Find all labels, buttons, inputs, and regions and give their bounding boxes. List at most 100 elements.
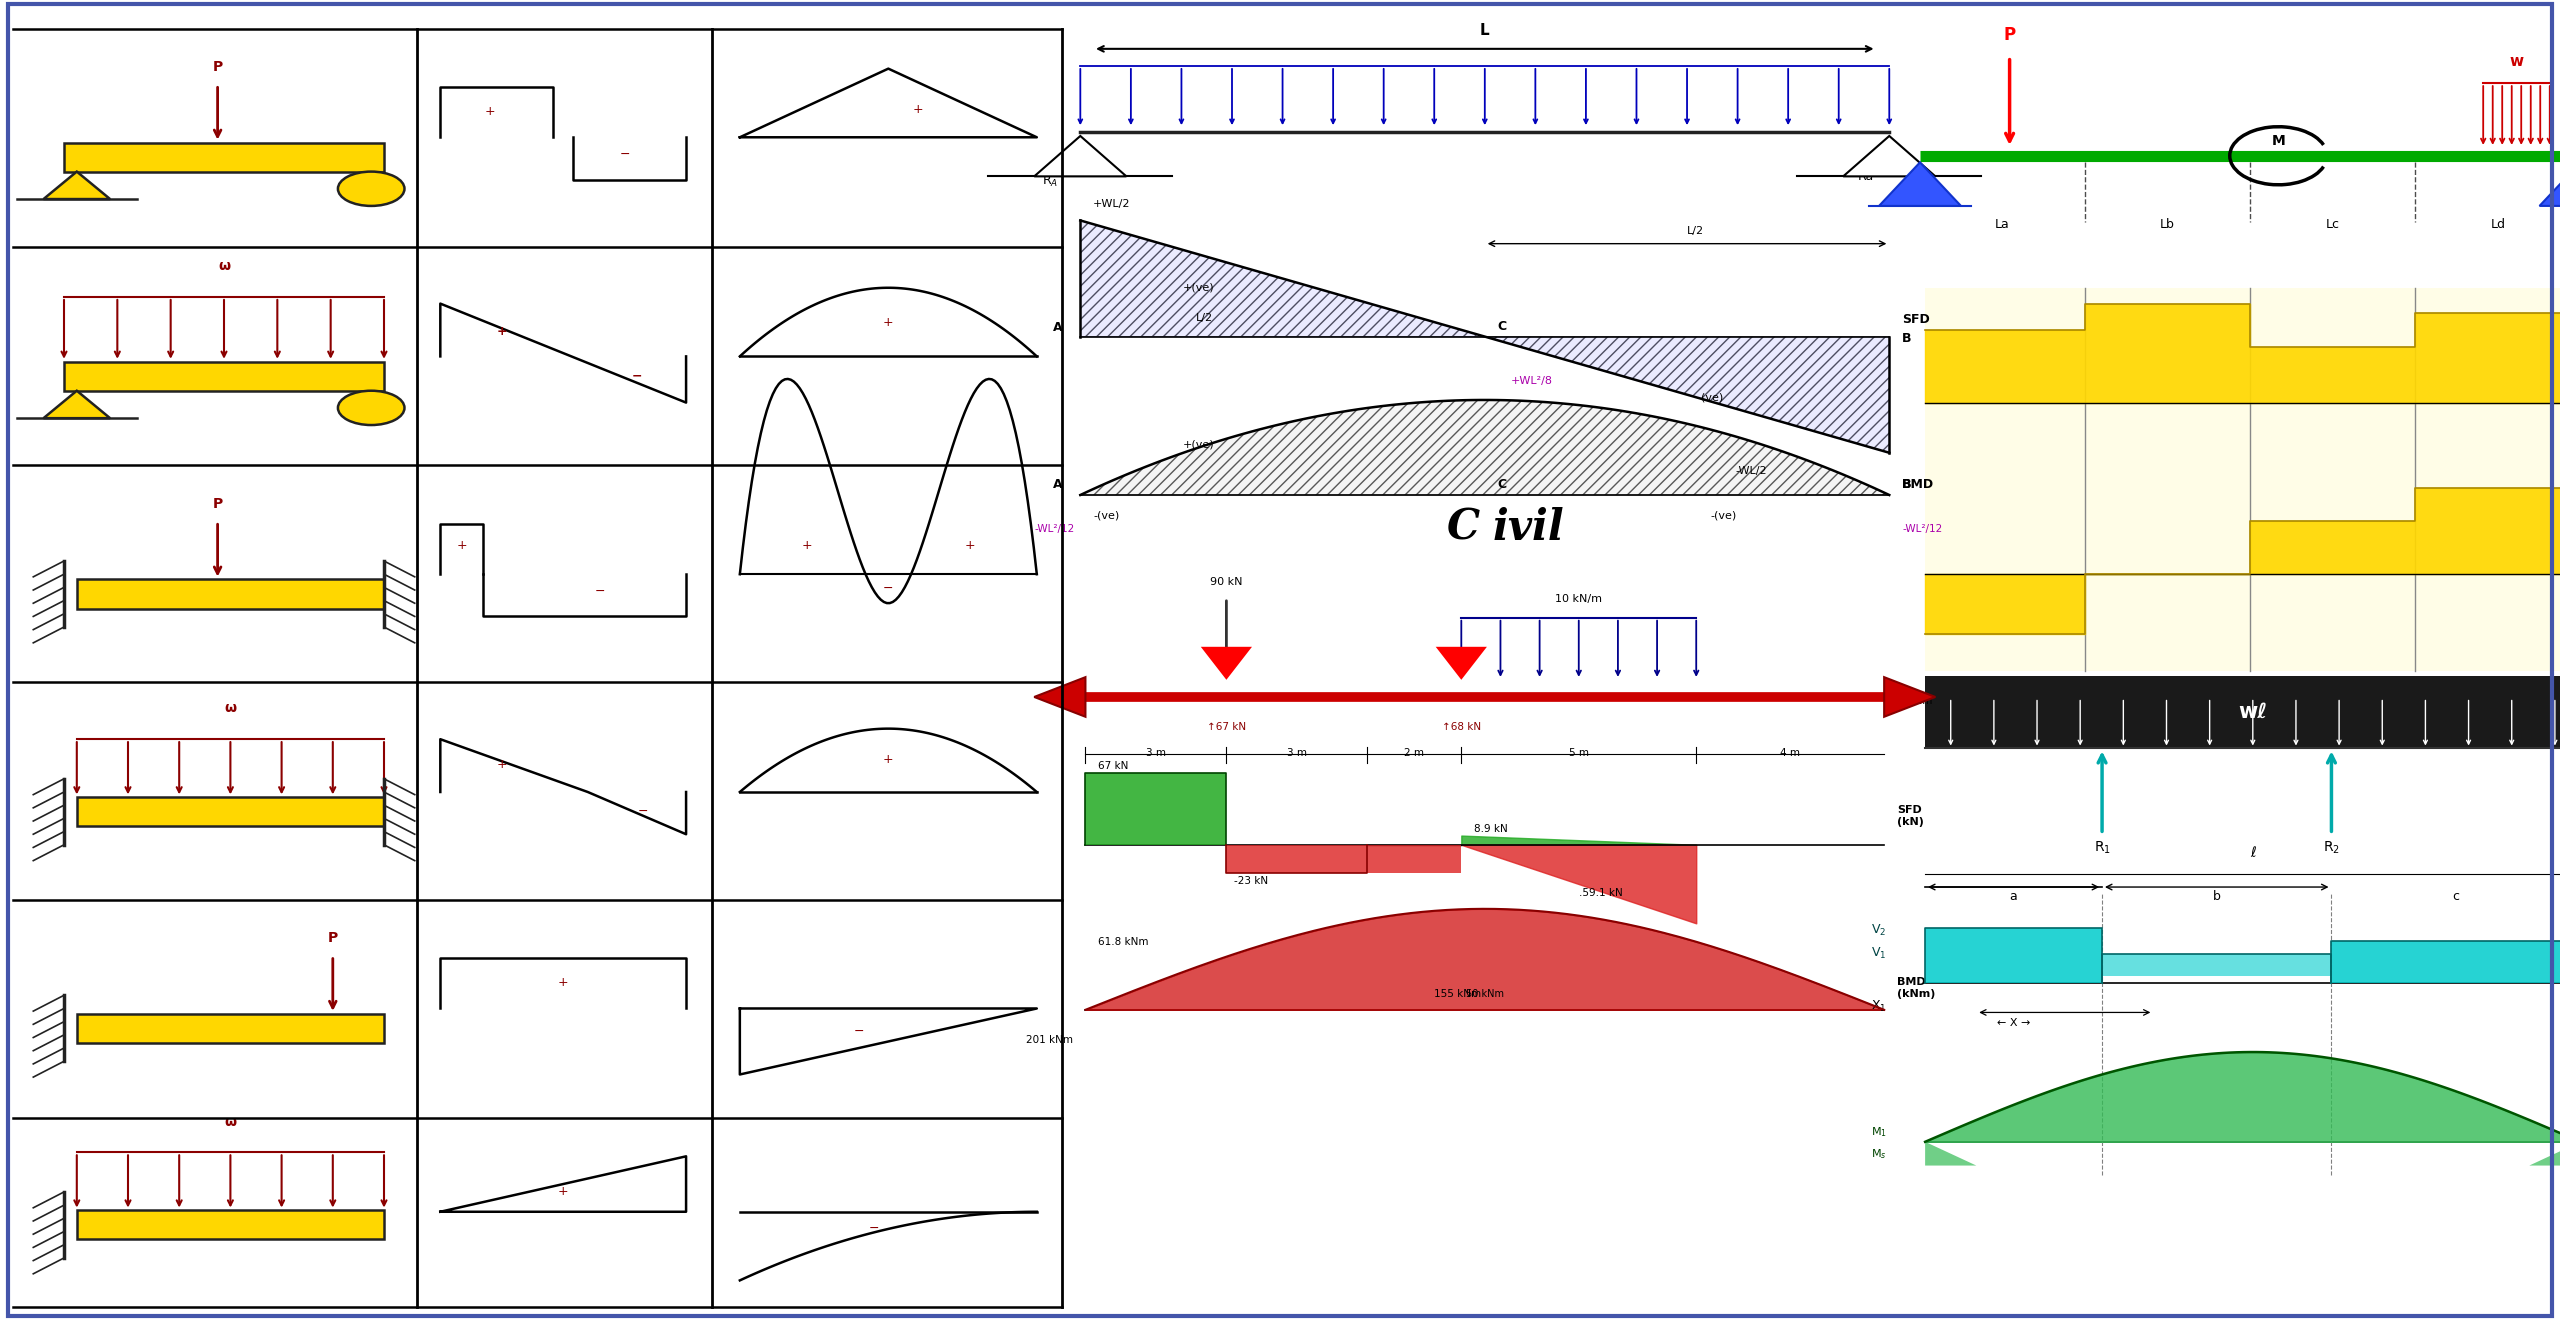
Text: +: + (558, 1185, 568, 1199)
Text: R$_1$: R$_1$ (2094, 840, 2109, 855)
Text: A: A (1052, 478, 1062, 491)
Text: 50 kNm: 50 kNm (1467, 989, 1503, 999)
Text: ivil: ivil (1492, 507, 1564, 549)
Polygon shape (2540, 162, 2560, 206)
Bar (77, 1014, 384, 1043)
Text: −: − (594, 585, 604, 598)
Text: w: w (2509, 54, 2524, 69)
Text: -WL²/12: -WL²/12 (1034, 524, 1075, 535)
Text: P: P (212, 59, 223, 74)
Text: P: P (2004, 25, 2015, 44)
Text: -WL/2: -WL/2 (1736, 466, 1766, 477)
Text: X$_1$: X$_1$ (1871, 999, 1887, 1014)
Text: B: B (1902, 333, 1912, 346)
Text: -23 kN: -23 kN (1234, 875, 1267, 886)
Text: wℓ: wℓ (2237, 702, 2268, 722)
Text: -WL²/12: -WL²/12 (1902, 524, 1943, 535)
Text: +: + (883, 754, 893, 767)
Text: -(ve): -(ve) (1697, 392, 1723, 403)
Bar (2102, 954, 2332, 975)
Polygon shape (44, 391, 110, 418)
Polygon shape (1879, 162, 1961, 206)
Text: La: La (1994, 218, 2010, 231)
Text: V$_2$: V$_2$ (1871, 923, 1887, 937)
Text: ← X →: ← X → (1997, 1018, 2030, 1028)
Text: +: + (497, 325, 507, 338)
Text: BMD: BMD (1902, 478, 1935, 491)
Text: P: P (212, 496, 223, 511)
Text: +(ve): +(ve) (1183, 440, 1213, 450)
Text: +: + (497, 758, 507, 771)
Text: ω: ω (218, 259, 230, 273)
Text: P: P (328, 931, 338, 945)
Text: L: L (1480, 24, 1490, 38)
Text: M$_s$: M$_s$ (1871, 1147, 1887, 1162)
Polygon shape (1843, 136, 1935, 177)
Text: 61.8 kNm: 61.8 kNm (1098, 937, 1149, 946)
Text: L/2: L/2 (1687, 226, 1705, 236)
Text: +: + (965, 539, 975, 552)
Text: 155 kNm: 155 kNm (1434, 989, 1480, 999)
Text: ↑68 kN: ↑68 kN (1441, 722, 1480, 733)
Text: R$_A$: R$_A$ (1042, 174, 1057, 189)
Text: +WL²/8: +WL²/8 (1510, 376, 1551, 387)
Bar (1925, 928, 2102, 983)
Text: A: A (1052, 321, 1062, 334)
Bar (1226, 845, 1367, 873)
Polygon shape (1925, 1142, 1976, 1166)
Text: M$_1$: M$_1$ (1871, 1125, 1887, 1139)
Text: ω: ω (225, 701, 236, 715)
Text: b: b (2212, 890, 2220, 903)
Text: 2 m: 2 m (1405, 748, 1423, 759)
Text: L/2: L/2 (1196, 313, 1213, 323)
Bar (1367, 845, 1462, 873)
Text: .59.1 kN: .59.1 kN (1580, 887, 1623, 898)
Text: +: + (883, 315, 893, 329)
Text: -(ve): -(ve) (1710, 511, 1736, 521)
Text: 90 kN: 90 kN (1211, 577, 1242, 587)
Bar (77, 797, 384, 826)
Bar (1925, 676, 2560, 748)
Text: 5 m: 5 m (1569, 748, 1590, 759)
Text: −: − (632, 370, 643, 383)
Text: +(ve): +(ve) (1183, 282, 1213, 292)
Text: 3 m: 3 m (1288, 748, 1306, 759)
Text: C: C (1498, 319, 1508, 333)
Bar (2332, 941, 2560, 983)
Text: +: + (914, 103, 924, 116)
Text: −: − (868, 1222, 878, 1236)
Text: Ra: Ra (1859, 169, 1874, 182)
Polygon shape (1884, 677, 1935, 717)
Text: R$_2$: R$_2$ (2322, 840, 2340, 855)
Text: +: + (456, 539, 466, 552)
Circle shape (338, 391, 404, 425)
Bar (1085, 772, 1226, 845)
Bar (77, 1210, 384, 1239)
Text: 3 m: 3 m (1147, 748, 1165, 759)
Polygon shape (1436, 647, 1487, 680)
Text: −: − (637, 805, 648, 818)
Text: a: a (2010, 890, 2017, 903)
Circle shape (338, 172, 404, 206)
Text: +WL/2: +WL/2 (1093, 199, 1132, 210)
Text: ω: ω (225, 1114, 236, 1129)
Text: -(ve): -(ve) (1093, 511, 1119, 521)
Bar (1925, 288, 2560, 671)
Text: 8.9 kN: 8.9 kN (1475, 824, 1508, 834)
Text: 67 kN: 67 kN (1098, 762, 1129, 771)
Text: c: c (2452, 890, 2460, 903)
Text: Lc: Lc (2327, 218, 2340, 231)
Polygon shape (1034, 136, 1126, 177)
Text: M: M (2271, 135, 2286, 148)
Text: B: B (1902, 478, 1912, 491)
Text: −: − (852, 1024, 863, 1038)
Text: 50 kNm: 50 kNm (1892, 696, 1933, 706)
Polygon shape (44, 172, 110, 199)
Text: C: C (1498, 478, 1508, 491)
Text: ℓ: ℓ (2250, 846, 2255, 859)
Text: +: + (558, 975, 568, 989)
Text: ↑67 kN: ↑67 kN (1206, 722, 1247, 733)
Text: 4 m: 4 m (1779, 748, 1800, 759)
Bar (64, 143, 384, 172)
Text: Lb: Lb (2161, 218, 2176, 231)
